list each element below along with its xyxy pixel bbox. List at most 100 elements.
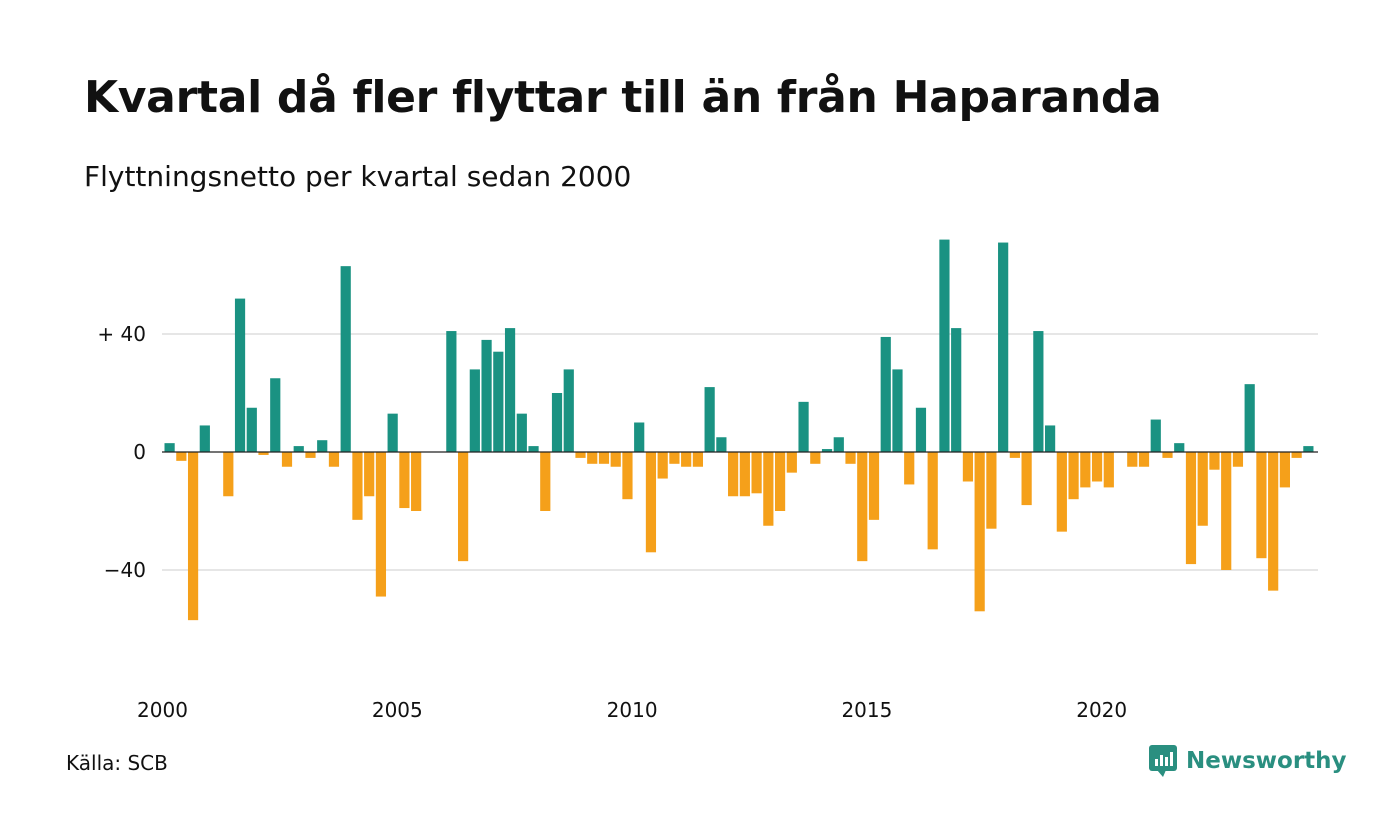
bar	[1127, 452, 1138, 467]
bar	[504, 328, 516, 452]
bar	[774, 452, 786, 511]
bar	[1162, 452, 1173, 458]
bar	[904, 452, 915, 485]
bar	[293, 446, 304, 452]
bar	[281, 452, 293, 467]
axes: + 40 0 −40 2000 2005 2010 2015 2020	[97, 322, 1318, 722]
bar	[164, 443, 175, 452]
bar	[1174, 443, 1185, 452]
bar	[1068, 452, 1079, 500]
y-tick-label: + 40	[97, 322, 146, 346]
bar	[598, 452, 610, 464]
bar	[199, 425, 210, 452]
bar	[328, 452, 340, 467]
bar	[786, 452, 797, 473]
bar	[739, 452, 750, 497]
bar	[622, 452, 633, 500]
bar	[657, 452, 668, 479]
bar	[375, 452, 387, 597]
bar	[868, 452, 880, 520]
chart-title: Kvartal då fler flyttar till än från Hap…	[84, 72, 1162, 123]
bar	[986, 452, 997, 529]
bar	[1268, 452, 1279, 591]
bar	[270, 378, 281, 452]
bar	[411, 452, 422, 511]
bar	[915, 407, 927, 452]
bar	[1021, 452, 1032, 506]
bar	[998, 242, 1009, 452]
bar	[645, 452, 657, 553]
bar	[1244, 384, 1255, 452]
gridlines	[162, 333, 1318, 571]
bar	[1150, 419, 1161, 452]
bar	[340, 266, 351, 452]
bar	[481, 339, 492, 452]
bar	[974, 452, 985, 612]
bar	[821, 449, 833, 452]
bar	[1291, 452, 1302, 458]
bar	[1303, 446, 1314, 452]
bar	[634, 422, 645, 452]
bar	[692, 452, 703, 467]
brand-name: Newsworthy	[1186, 748, 1347, 774]
bar	[575, 452, 586, 458]
bar	[1256, 452, 1267, 559]
y-tick-label: 0	[133, 440, 146, 464]
bar	[528, 446, 539, 452]
bar	[516, 413, 527, 452]
bar	[880, 336, 891, 452]
bar	[563, 369, 574, 452]
bars	[164, 239, 1314, 621]
bar	[446, 331, 457, 452]
bar	[1279, 452, 1290, 488]
bar	[763, 452, 774, 526]
bar	[587, 452, 598, 464]
y-tick-label: −40	[104, 558, 146, 582]
bar	[387, 413, 398, 452]
bar	[1138, 452, 1150, 467]
bar	[716, 437, 727, 452]
bar	[1185, 452, 1197, 565]
bar	[399, 452, 410, 509]
x-tick-label: 2010	[607, 698, 658, 722]
bar	[1103, 452, 1114, 488]
bar	[493, 351, 504, 452]
bar	[258, 452, 269, 455]
bar	[187, 452, 199, 621]
bar	[939, 239, 950, 452]
bar	[892, 369, 903, 452]
bar	[857, 452, 868, 562]
bar	[1045, 425, 1056, 452]
bar	[1221, 452, 1232, 570]
bar	[728, 452, 739, 497]
bar	[1091, 452, 1103, 482]
bar	[469, 369, 480, 452]
bar	[1033, 331, 1044, 452]
bar	[223, 452, 234, 497]
bar	[927, 452, 938, 550]
bar	[681, 452, 692, 467]
bar	[1209, 452, 1220, 470]
bar	[833, 437, 844, 452]
bar	[246, 407, 257, 452]
x-tick-label: 2005	[372, 698, 423, 722]
bar	[951, 328, 962, 452]
bar	[845, 452, 856, 464]
bar	[458, 452, 469, 562]
bar	[962, 452, 974, 482]
bar	[669, 452, 680, 464]
bar	[1056, 452, 1067, 532]
bar	[751, 452, 762, 494]
bar	[305, 452, 316, 458]
bar	[234, 298, 246, 452]
bar	[364, 452, 375, 497]
newsworthy-logo-icon	[1149, 745, 1177, 777]
bar	[551, 393, 563, 452]
bar	[798, 401, 809, 452]
bar	[1009, 452, 1020, 458]
bar	[1080, 452, 1091, 488]
bar	[704, 387, 715, 452]
bar	[610, 452, 621, 467]
bar	[317, 440, 328, 452]
